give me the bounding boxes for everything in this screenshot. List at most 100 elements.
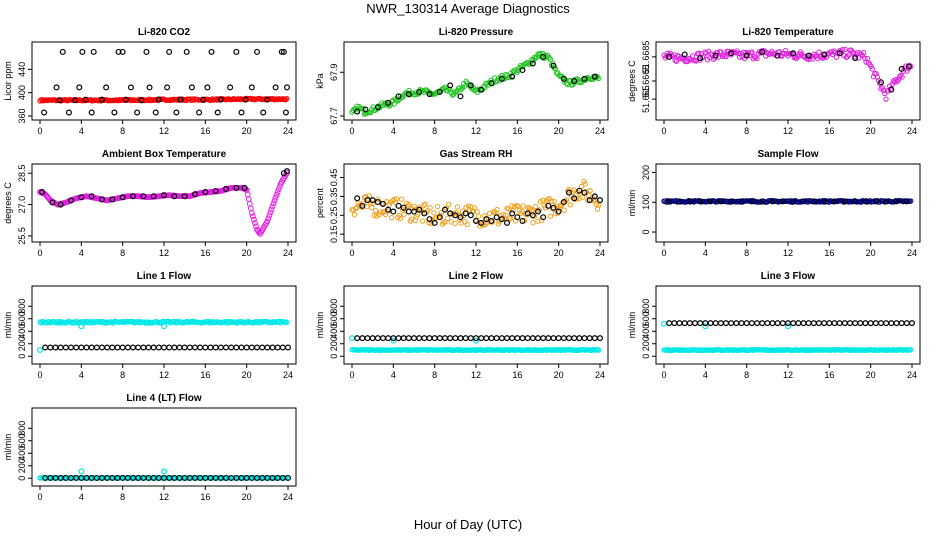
data-point: [560, 199, 567, 206]
data-point: [478, 335, 485, 342]
data-point: [508, 216, 514, 222]
data-point: [57, 320, 63, 326]
data-point: [883, 320, 890, 327]
series-ambient: [349, 50, 602, 117]
data-point: [421, 202, 427, 208]
data-point: [852, 198, 859, 205]
data-point: [443, 205, 449, 211]
data-point: [660, 320, 667, 327]
data-point: [591, 73, 598, 80]
x-tick-label: 4: [703, 126, 708, 136]
data-point: [779, 198, 786, 205]
data-point: [545, 335, 552, 342]
data-point: [691, 199, 697, 205]
data-point: [483, 335, 490, 342]
data-point: [784, 320, 791, 327]
x-tick-label: 0: [349, 248, 354, 258]
data-point: [90, 48, 97, 55]
data-point: [735, 50, 742, 57]
data-point: [191, 97, 197, 103]
data-point: [885, 88, 892, 94]
data-point: [192, 191, 199, 198]
data-point: [561, 207, 567, 213]
data-point: [248, 84, 255, 91]
x-tick-label: 4: [79, 248, 84, 258]
x-tick-label: 4: [391, 370, 396, 380]
data-point: [104, 344, 111, 351]
data-point: [697, 198, 704, 205]
data-point: [671, 52, 677, 58]
data-point: [173, 109, 180, 116]
data-point: [217, 96, 224, 103]
data-point: [596, 202, 602, 209]
data-point: [712, 52, 719, 59]
data-point: [581, 335, 588, 342]
data-point: [419, 218, 426, 224]
data-point: [702, 320, 709, 327]
data-point: [177, 96, 184, 103]
data-point: [473, 217, 480, 224]
data-point: [88, 193, 95, 200]
data-point: [707, 198, 714, 205]
data-point: [136, 320, 142, 326]
data-point: [202, 344, 209, 351]
data-point: [174, 97, 181, 103]
series-averages: [39, 168, 290, 208]
data-point: [380, 200, 387, 207]
y-axis-label: ml/min: [627, 312, 637, 339]
x-tick-label: 24: [907, 248, 917, 258]
data-point: [846, 52, 852, 58]
data-point: [103, 84, 110, 91]
data-point: [364, 203, 370, 210]
data-point: [898, 65, 905, 72]
data-point: [42, 344, 49, 351]
data-point: [82, 96, 89, 103]
data-point: [899, 74, 905, 80]
x-tick-label: 24: [907, 126, 917, 136]
series-averages: [666, 198, 910, 205]
data-point: [841, 320, 848, 327]
data-point: [673, 58, 680, 64]
data-point: [666, 53, 673, 60]
data-point: [529, 60, 536, 67]
data-point: [728, 198, 735, 205]
data-point: [238, 344, 245, 351]
data-point: [895, 77, 902, 83]
x-tick-label: 16: [512, 370, 522, 380]
data-point: [447, 82, 454, 89]
data-point: [493, 335, 500, 342]
data-point: [586, 335, 593, 342]
data-point: [431, 335, 438, 342]
data-point: [251, 216, 257, 223]
data-point: [369, 335, 376, 342]
data-point: [591, 193, 598, 200]
data-point: [498, 75, 505, 82]
panel-1: Li-820 CO2 0 4 8 12 16 20 24 360 400 440 Licor ppm: [3, 27, 297, 136]
data-point: [111, 109, 118, 116]
data-point: [67, 344, 74, 351]
data-point: [285, 474, 292, 481]
data-point: [78, 323, 85, 330]
y-tick-label: 0: [641, 354, 651, 359]
data-point: [130, 193, 137, 200]
data-point: [372, 207, 379, 214]
data-point: [880, 87, 887, 93]
data-point: [65, 109, 72, 116]
data-point: [274, 344, 281, 351]
y-tick-label: 67.7: [329, 107, 339, 125]
data-point: [248, 344, 255, 351]
x-tick-label: 16: [200, 248, 210, 258]
data-point: [395, 93, 402, 100]
data-point: [359, 202, 366, 209]
data-point: [803, 198, 810, 204]
data-point: [571, 77, 578, 84]
data-point: [374, 199, 381, 206]
data-point: [594, 74, 601, 80]
panel-title: Line 4 (LT) Flow: [126, 393, 202, 404]
data-point: [284, 96, 290, 102]
data-point: [416, 88, 423, 95]
data-point: [774, 320, 781, 327]
data-point: [472, 205, 478, 211]
data-point: [550, 204, 557, 211]
data-point: [863, 59, 869, 65]
